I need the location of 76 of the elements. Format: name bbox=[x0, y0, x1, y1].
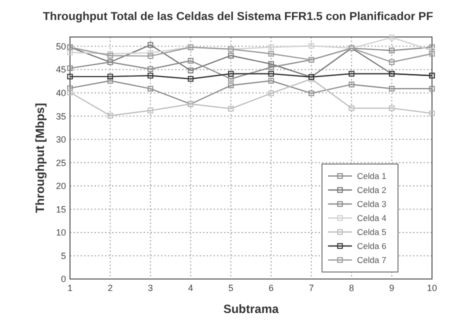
point bbox=[348, 105, 354, 112]
point bbox=[148, 53, 154, 59]
point bbox=[268, 64, 274, 70]
point bbox=[228, 70, 234, 77]
point bbox=[388, 105, 395, 112]
point bbox=[148, 86, 154, 92]
point bbox=[228, 76, 234, 82]
legend-label: Celda 1 bbox=[357, 170, 387, 181]
point bbox=[429, 44, 435, 50]
point bbox=[268, 70, 274, 77]
y-tick-label: 40 bbox=[56, 88, 66, 98]
y-tick-label: 30 bbox=[56, 134, 66, 145]
y-tick-label: 5 bbox=[60, 250, 66, 261]
x-tick-label: 7 bbox=[308, 283, 314, 293]
x-tick-label: 3 bbox=[148, 283, 153, 293]
point bbox=[148, 50, 154, 56]
point bbox=[268, 78, 274, 84]
point bbox=[429, 86, 435, 92]
x-axis-title: Subtrama bbox=[223, 302, 279, 316]
y-tick-label: 15 bbox=[56, 204, 66, 214]
point bbox=[148, 66, 154, 72]
y-axis-title: Throughput [Mbps] bbox=[33, 103, 47, 213]
point bbox=[388, 59, 395, 65]
point bbox=[67, 65, 73, 72]
point bbox=[429, 110, 435, 116]
point bbox=[148, 42, 154, 48]
point bbox=[107, 112, 114, 118]
legend-label: Celda 4 bbox=[357, 212, 387, 223]
legend-label: Celda 5 bbox=[357, 226, 387, 237]
point bbox=[228, 52, 234, 58]
point bbox=[148, 72, 154, 78]
point bbox=[107, 78, 114, 84]
point bbox=[67, 74, 73, 80]
point bbox=[188, 68, 194, 74]
point bbox=[67, 85, 73, 92]
point bbox=[67, 90, 73, 96]
point bbox=[429, 48, 435, 54]
x-tick-label: 8 bbox=[349, 283, 354, 293]
point bbox=[348, 82, 354, 88]
point bbox=[268, 61, 274, 67]
y-tick-label: 45 bbox=[56, 64, 66, 75]
point bbox=[107, 74, 114, 80]
point bbox=[148, 108, 154, 114]
point bbox=[268, 50, 274, 57]
x-tick-label: 6 bbox=[268, 283, 274, 293]
point bbox=[308, 42, 314, 49]
legend-label: Celda 7 bbox=[357, 254, 387, 265]
point bbox=[188, 58, 194, 64]
legend-label: Celda 3 bbox=[357, 198, 387, 209]
chart-title: Throughput Total de las Celdas del Sistema FFR1.5 con Planificador PF bbox=[42, 11, 434, 23]
y-tick-label: 50 bbox=[56, 41, 66, 52]
y-tick-label: 10 bbox=[56, 228, 66, 238]
y-tick-label: 35 bbox=[56, 111, 66, 122]
point bbox=[188, 76, 194, 82]
point bbox=[429, 50, 435, 57]
point bbox=[388, 34, 395, 40]
y-tick-label: 25 bbox=[56, 158, 66, 168]
legend-label: Celda 2 bbox=[357, 184, 387, 195]
point bbox=[228, 106, 234, 112]
x-tick-label: 5 bbox=[228, 283, 234, 293]
point bbox=[268, 44, 274, 50]
x-tick-label: 9 bbox=[389, 283, 394, 293]
point bbox=[388, 48, 395, 54]
x-tick-label: 1 bbox=[67, 283, 73, 293]
point bbox=[67, 50, 73, 56]
point bbox=[228, 82, 234, 88]
x-tick-label: 4 bbox=[188, 283, 194, 293]
y-tick-label: 20 bbox=[56, 181, 66, 192]
point bbox=[308, 90, 314, 96]
x-tick-label: 10 bbox=[426, 283, 438, 293]
x-tick-label: 2 bbox=[108, 283, 113, 293]
point bbox=[388, 86, 395, 92]
point bbox=[348, 70, 354, 77]
legend-label: Celda 6 bbox=[357, 240, 387, 251]
point bbox=[268, 90, 274, 96]
y-tick-label: 0 bbox=[60, 274, 66, 284]
